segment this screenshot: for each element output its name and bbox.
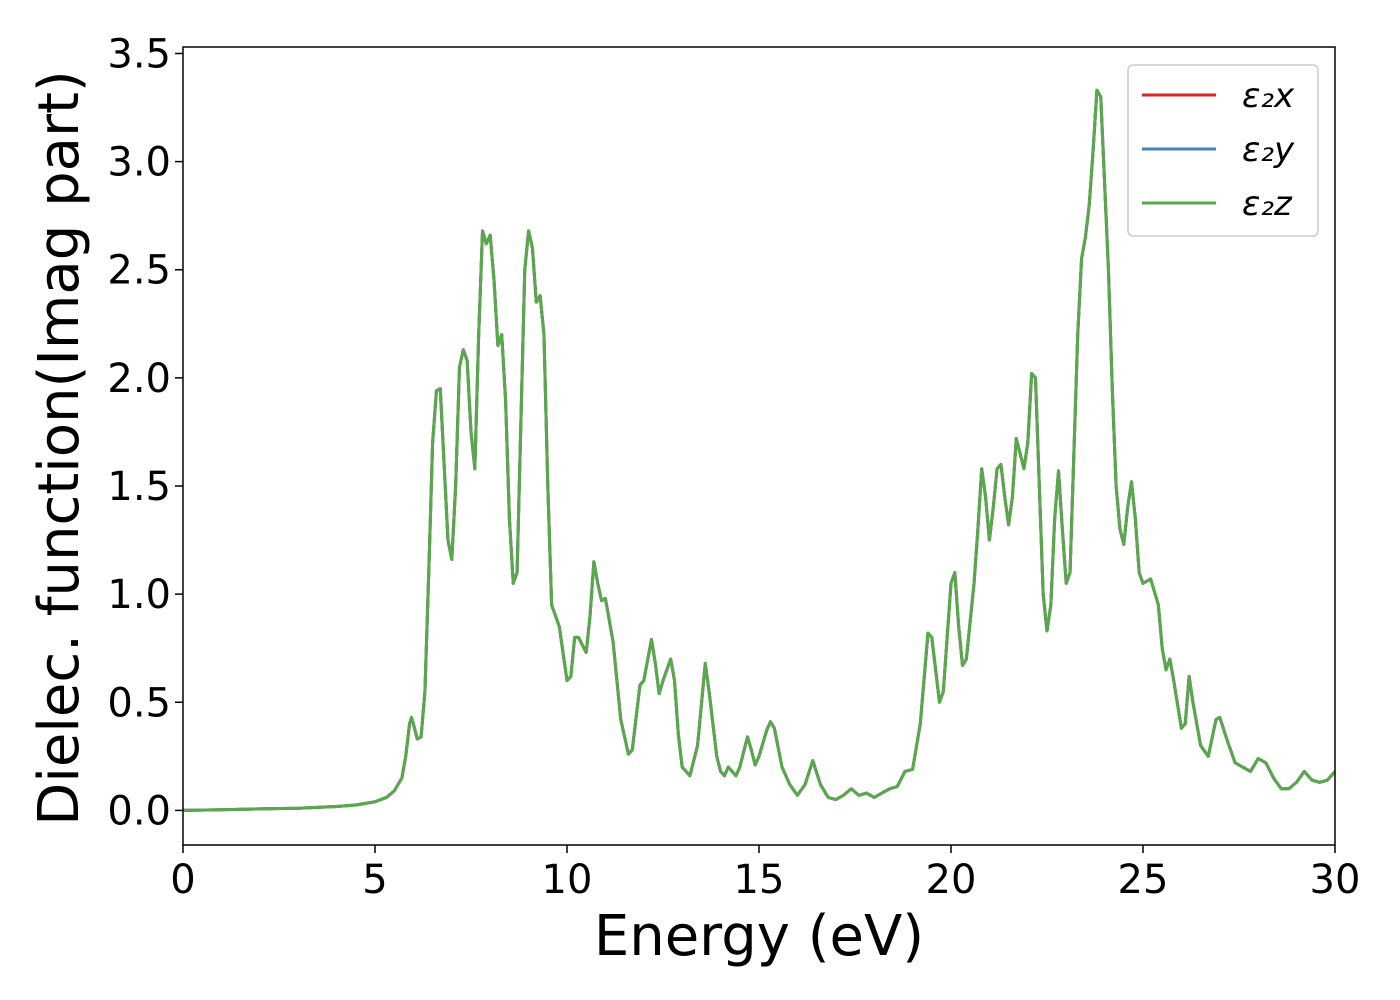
y-tick-label: 0.5 <box>107 680 171 726</box>
x-tick-label: 0 <box>170 857 195 903</box>
y-tick-label: 1.5 <box>107 464 171 510</box>
x-tick-label: 10 <box>542 857 593 903</box>
legend-text: ε₂x <box>1242 76 1295 116</box>
y-tick-label: 3.0 <box>107 140 171 186</box>
legend-text: ε₂z <box>1242 184 1293 224</box>
y-tick-label: 2.0 <box>107 356 171 402</box>
x-tick-label: 30 <box>1310 857 1361 903</box>
plot-frame <box>182 46 1336 846</box>
x-axis-label: Energy (eV) <box>594 904 924 969</box>
legend-box <box>1127 64 1319 237</box>
x-tick-label: 25 <box>1118 857 1169 903</box>
x-tick-label: 20 <box>926 857 977 903</box>
y-tick-label: 1.0 <box>107 572 171 618</box>
y-axis-label: Dielec. function(Imag part) <box>27 70 92 826</box>
legend-text: ε₂y <box>1242 130 1295 170</box>
x-tick-label: 15 <box>734 857 785 903</box>
y-tick-label: 3.5 <box>107 31 171 77</box>
x-tick-label: 5 <box>362 857 387 903</box>
y-tick-label: 2.5 <box>107 248 171 294</box>
series-line <box>183 88 1335 812</box>
y-tick-label: 0.0 <box>107 788 171 834</box>
